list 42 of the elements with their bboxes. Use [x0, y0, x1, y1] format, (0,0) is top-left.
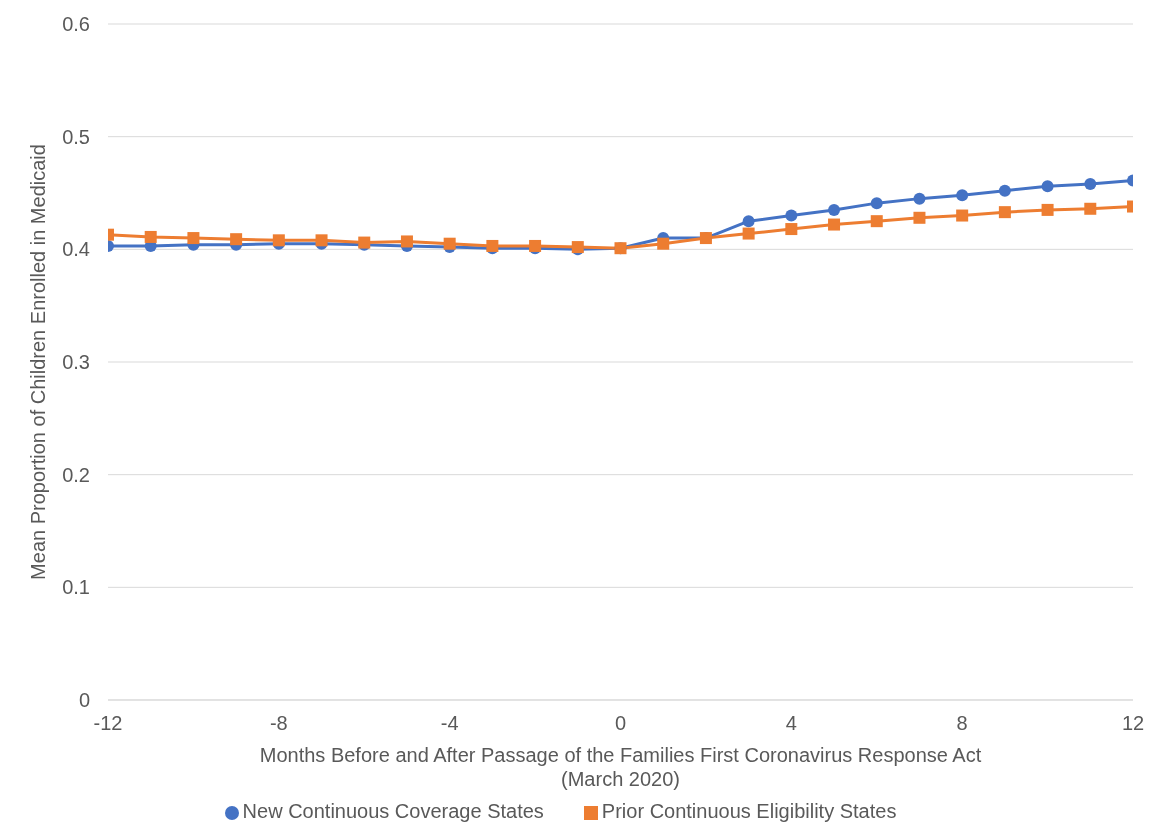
point: [1041, 180, 1054, 193]
point: [785, 209, 798, 222]
point: [913, 211, 926, 224]
point: [956, 189, 969, 202]
point: [742, 227, 755, 240]
point: [870, 215, 883, 228]
point: [870, 197, 883, 210]
point: [742, 215, 755, 228]
x-tick-label: 0: [614, 712, 627, 735]
point: [443, 237, 456, 250]
y-tick-label: 0.4: [62, 238, 90, 261]
point: [144, 230, 157, 243]
point: [400, 235, 413, 248]
y-tick-label: 0.1: [62, 576, 90, 599]
y-tick-label: 0: [78, 689, 90, 712]
y-tick-label: 0.3: [62, 351, 90, 374]
point: [998, 184, 1011, 197]
point: [998, 206, 1011, 219]
x-axis-title: Months Before and After Passage of the Families First Coronavirus Response Act (March 2020): [259, 744, 982, 790]
point: [828, 218, 841, 231]
point: [657, 237, 670, 250]
x-tick-label: -12: [93, 712, 123, 735]
x-tick-label: 4: [785, 712, 797, 735]
point: [785, 223, 798, 236]
point: [1084, 177, 1097, 190]
point: [1084, 202, 1097, 215]
point: [1041, 203, 1054, 216]
point: [913, 192, 926, 205]
x-tick-label: -8: [269, 712, 288, 735]
y-tick-label: 0.5: [62, 125, 90, 148]
point: [828, 203, 841, 216]
y-axis-title: Mean Proportion of Children Enrolled in Medicaid: [27, 144, 50, 580]
legend-label: New Continuous Coverage States: [242, 800, 544, 822]
point: [230, 233, 243, 246]
point: [956, 209, 969, 222]
x-tick-label: -4: [440, 712, 459, 735]
point: [187, 232, 200, 245]
y-tick-label: 0.2: [62, 463, 90, 486]
x-tick-label: 8: [956, 712, 968, 735]
x-tick-label: 12: [1121, 712, 1145, 735]
legend-label: Prior Continuous Eligibility States: [601, 800, 897, 822]
y-tick-label: 0.6: [62, 13, 90, 36]
